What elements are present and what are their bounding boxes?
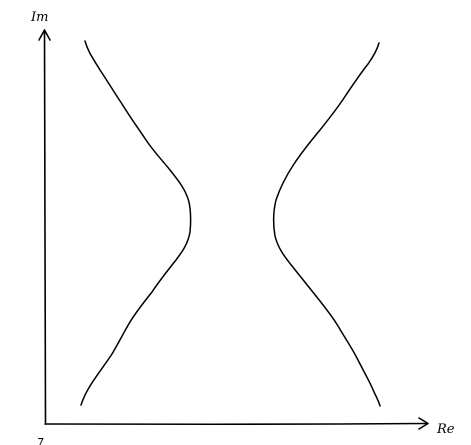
horizontal-axis (44, 417, 429, 430)
vertical-axis (38, 29, 51, 425)
horizontal-axis-line (44, 422, 427, 426)
left-branch-curve (80, 40, 192, 406)
vertical-axis-arrowhead (38, 29, 51, 41)
vertical-axis-label: Im (30, 10, 48, 25)
origin-mark: ⁊ (36, 434, 44, 445)
vertical-axis-line (43, 31, 47, 425)
horizontal-axis-arrowhead (418, 417, 429, 430)
right-branch-curve (272, 42, 381, 407)
horizontal-axis-label: Re (436, 422, 455, 437)
